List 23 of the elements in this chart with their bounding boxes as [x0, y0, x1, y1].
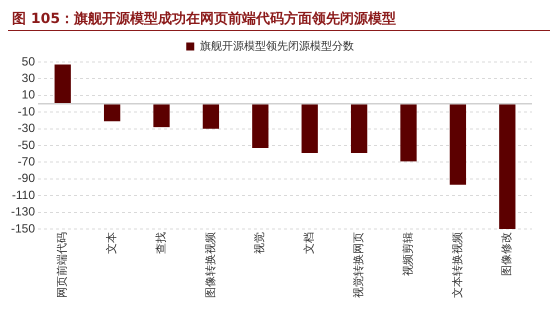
x-tick-label: 图像修改 — [500, 232, 514, 276]
y-tick-label: 10 — [22, 88, 36, 102]
y-tick-label: -30 — [18, 121, 36, 136]
legend-label: 旗舰开源模型领先闭源模型分数 — [200, 39, 354, 52]
y-tick-label: -130 — [10, 204, 36, 219]
y-tick-label: -110 — [12, 188, 36, 202]
x-tick-label: 文档 — [302, 232, 316, 254]
x-tick-label: 视觉 — [253, 232, 266, 254]
x-tick-label: 视觉转换网页 — [352, 232, 365, 298]
y-tick-label: -90 — [18, 171, 36, 186]
x-tick-label: 图像转换视频 — [204, 232, 217, 298]
y-tick-label: 50 — [22, 54, 36, 68]
x-tick-label: 文本转换视频 — [450, 232, 464, 298]
y-tick-label: -10 — [18, 104, 36, 118]
y-tick-label: -150 — [10, 221, 36, 236]
x-tick-label: 视频剪辑 — [401, 232, 414, 276]
x-tick-label: 网页前端代码 — [56, 232, 69, 298]
x-tick-label: 文本 — [104, 232, 118, 254]
y-tick-label: 30 — [22, 71, 36, 86]
chart-title: 图 105：旗舰开源模型成功在网页前端代码方面领先闭源模型 — [8, 8, 550, 31]
y-tick-label: -50 — [18, 138, 36, 152]
x-tick-label: 查找 — [154, 232, 168, 254]
y-tick-label: -70 — [18, 154, 36, 169]
